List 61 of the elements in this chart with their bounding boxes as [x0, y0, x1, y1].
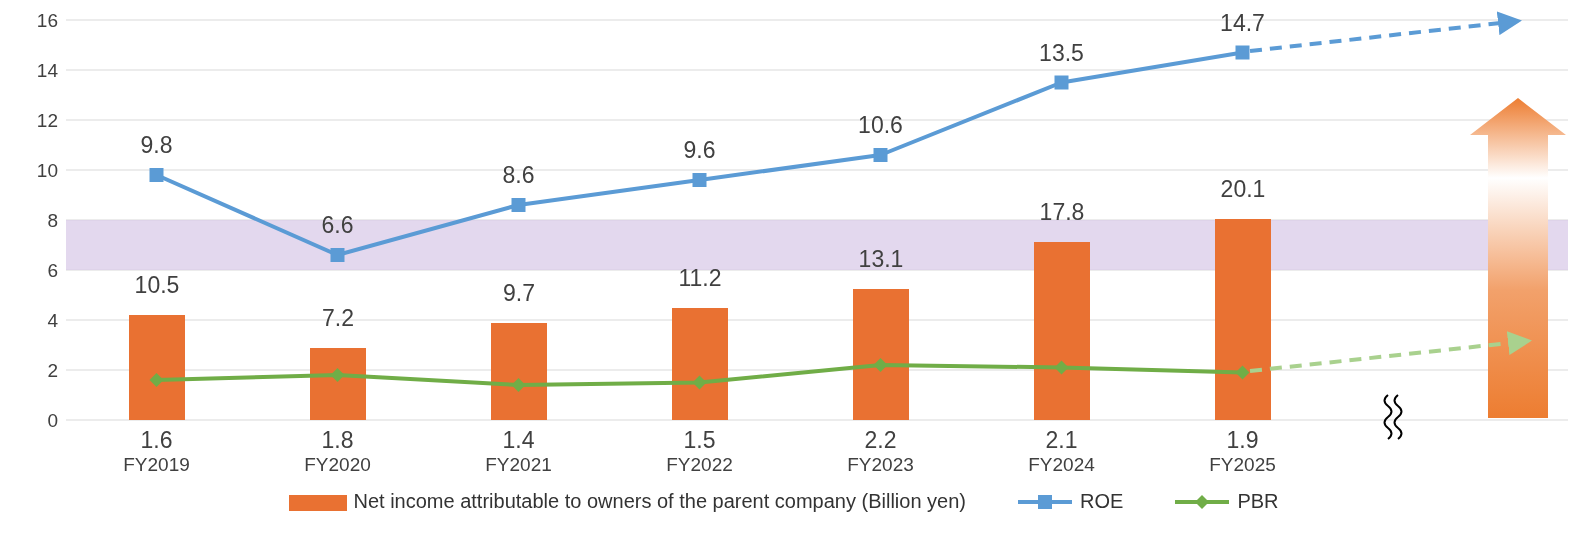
- point: [149, 168, 164, 182]
- data-label: 14.7: [1220, 9, 1265, 36]
- y-tick-label: 6: [47, 259, 58, 281]
- bar: [672, 308, 728, 420]
- data-label: 6.6: [321, 212, 354, 238]
- data-label: 10.5: [134, 272, 180, 298]
- point: [511, 198, 526, 212]
- x-tick-label: FY2021: [485, 454, 552, 476]
- point: [692, 173, 707, 187]
- point: [511, 378, 526, 392]
- legend-label: ROE: [1080, 490, 1124, 513]
- data-label: 13.5: [1039, 39, 1084, 66]
- x-tick-label: FY2020: [304, 454, 371, 476]
- data-label: 9.6: [683, 137, 716, 163]
- y-tick-label: 10: [36, 159, 58, 181]
- legend-label: Net income attributable to owners of the parent company (Billion yen): [353, 490, 967, 513]
- data-label: 2.2: [864, 427, 897, 453]
- point: [330, 368, 345, 382]
- bar: [491, 323, 547, 420]
- data-label: 1.5: [683, 427, 716, 453]
- data-label: 13.1: [858, 246, 904, 272]
- data-label: 9.7: [503, 280, 535, 306]
- data-label: 10.6: [858, 112, 903, 138]
- data-label: 9.8: [140, 132, 173, 158]
- point: [330, 248, 345, 262]
- y-tick-label: 8: [47, 209, 58, 231]
- data-label: 1.8: [321, 427, 354, 453]
- point: [873, 148, 888, 162]
- bar: [129, 315, 185, 420]
- point: [1054, 360, 1069, 375]
- y-tick-label: 0: [47, 409, 58, 431]
- bar: [310, 348, 366, 420]
- point: [1235, 45, 1250, 60]
- legend-label: PBR: [1237, 490, 1279, 513]
- x-tick-label: FY2023: [847, 454, 914, 476]
- x-tick-label: FY2025: [1209, 454, 1276, 476]
- point: [1054, 75, 1069, 90]
- bar: [1034, 242, 1090, 420]
- y-tick-label: 2: [47, 359, 58, 381]
- point: [1235, 365, 1250, 380]
- data-label: 1.6: [140, 427, 173, 453]
- y-tick-label: 12: [36, 109, 58, 131]
- data-label: 17.8: [1039, 199, 1085, 225]
- y-tick-label: 14: [36, 59, 59, 81]
- point: [149, 373, 164, 387]
- data-label: 1.9: [1226, 427, 1259, 453]
- y-tick-label: 4: [47, 309, 59, 331]
- x-tick-label: FY2022: [666, 454, 733, 476]
- y-tick-label: 16: [36, 9, 58, 31]
- point: [873, 358, 888, 372]
- data-label: 8.6: [502, 162, 535, 188]
- data-label: 20.1: [1220, 176, 1266, 202]
- data-label: 2.1: [1045, 427, 1078, 453]
- data-label: 7.2: [322, 305, 354, 331]
- x-tick-label: FY2019: [123, 454, 190, 476]
- x-tick-label: FY2024: [1028, 454, 1096, 476]
- bar: [853, 289, 909, 420]
- point: [692, 375, 707, 390]
- data-label: 1.4: [502, 427, 535, 453]
- bar: [1215, 219, 1271, 420]
- data-label: 11.2: [678, 265, 722, 291]
